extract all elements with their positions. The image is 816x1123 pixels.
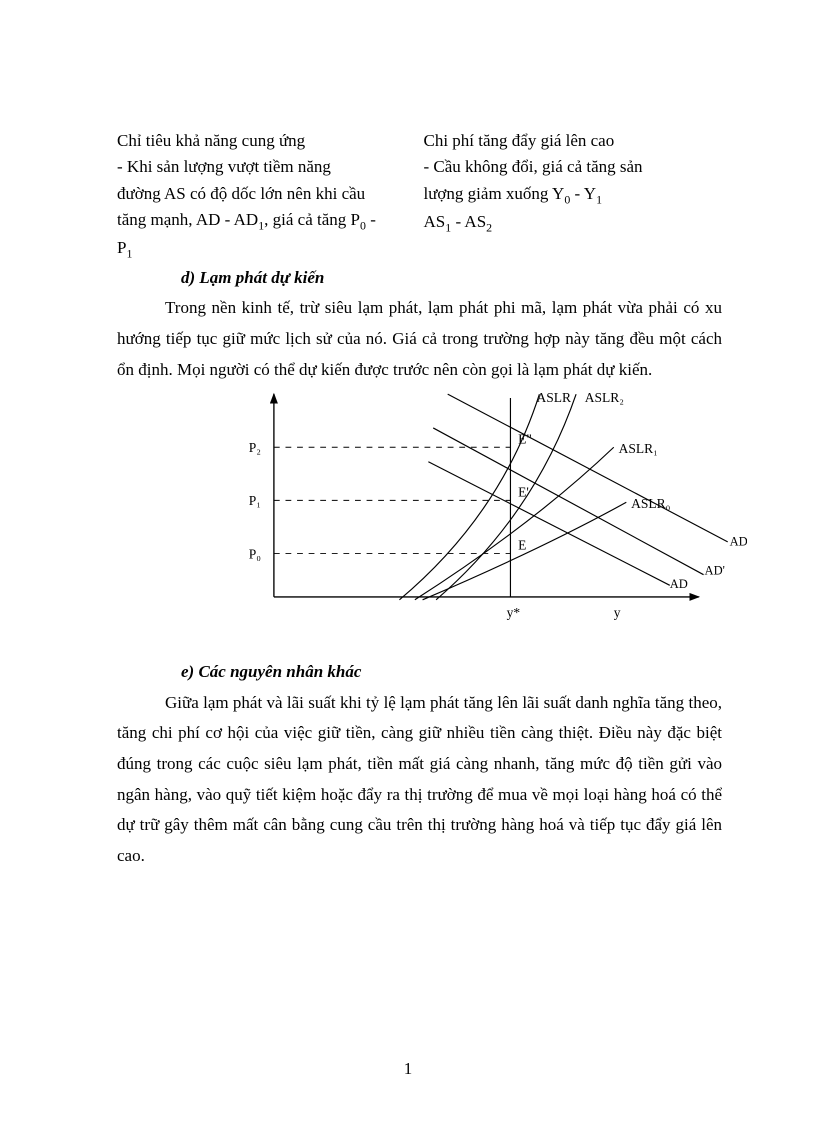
text: , giá cả tăng P [264, 210, 360, 229]
text: Chỉ tiêu khả năng cung ứng [117, 131, 305, 150]
sub: 1 [596, 192, 602, 206]
text: tăng mạnh, AD - AD [117, 210, 258, 229]
svg-text:E': E' [518, 485, 529, 500]
text: - Cầu không đổi, giá cả tăng sản [424, 157, 643, 176]
heading-e: e) Các nguyên nhân khác [117, 657, 722, 688]
svg-text:P₂: P₂ [249, 440, 261, 455]
text: đường AS có độ dốc lớn nên khi cầu [117, 184, 365, 203]
text: Chi phí tăng đẩy giá lên cao [424, 131, 615, 150]
svg-text:P₁: P₁ [249, 493, 261, 508]
sub: 2 [486, 220, 492, 234]
svg-text:P₀: P₀ [249, 546, 262, 561]
sub: 1 [126, 246, 132, 260]
inflation-diagram: P₂P₁P₀E"E'EASLRASLR₂ASLR₁ASLR₀AD"AD'ADyy… [187, 385, 747, 635]
svg-text:y*: y* [507, 605, 521, 620]
svg-text:AD': AD' [705, 564, 725, 578]
page-number: 1 [0, 1059, 816, 1079]
text: lượng giảm xuống Y [424, 184, 565, 203]
svg-text:ASLR₁: ASLR₁ [619, 441, 658, 456]
text: - AS [451, 212, 486, 231]
heading-d: d) Lạm phát dự kiến [117, 263, 722, 294]
text: - Khi sản lượng vượt tiềm năng [117, 157, 331, 176]
text: - [366, 210, 376, 229]
top-left-col: Chỉ tiêu khả năng cung ứng - Khi sản lượ… [117, 128, 416, 263]
text: - Y [570, 184, 596, 203]
svg-text:ASLR: ASLR [537, 390, 572, 405]
para-d1: Trong nền kinh tế, trừ siêu lạm phát, lạ… [117, 293, 722, 385]
svg-text:AD: AD [670, 577, 688, 591]
top-right-col: Chi phí tăng đẩy giá lên cao - Cầu không… [424, 128, 723, 263]
top-two-col: Chỉ tiêu khả năng cung ứng - Khi sản lượ… [117, 128, 722, 263]
svg-text:AD": AD" [730, 535, 747, 549]
svg-text:ASLR₂: ASLR₂ [585, 390, 624, 405]
diagram-area: P₂P₁P₀E"E'EASLRASLR₂ASLR₁ASLR₀AD"AD'ADyy… [117, 385, 722, 639]
para-e1: Giữa lạm phát và lãi suất khi tỷ lệ lạm … [117, 688, 722, 872]
svg-text:y: y [614, 605, 621, 620]
text: AS [424, 212, 446, 231]
svg-text:E: E [518, 538, 526, 553]
